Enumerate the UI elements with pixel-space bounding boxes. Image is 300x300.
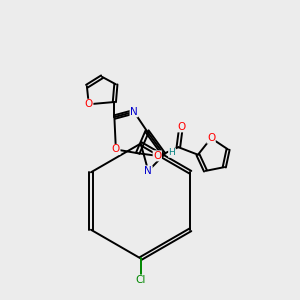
Text: Cl: Cl <box>136 275 146 285</box>
Text: O: O <box>177 122 185 132</box>
Text: N: N <box>130 107 138 117</box>
Text: O: O <box>112 144 120 154</box>
Text: O: O <box>207 133 215 143</box>
Text: N: N <box>144 166 152 176</box>
Text: O: O <box>153 151 161 161</box>
Text: H: H <box>169 148 176 157</box>
Text: O: O <box>85 99 93 109</box>
